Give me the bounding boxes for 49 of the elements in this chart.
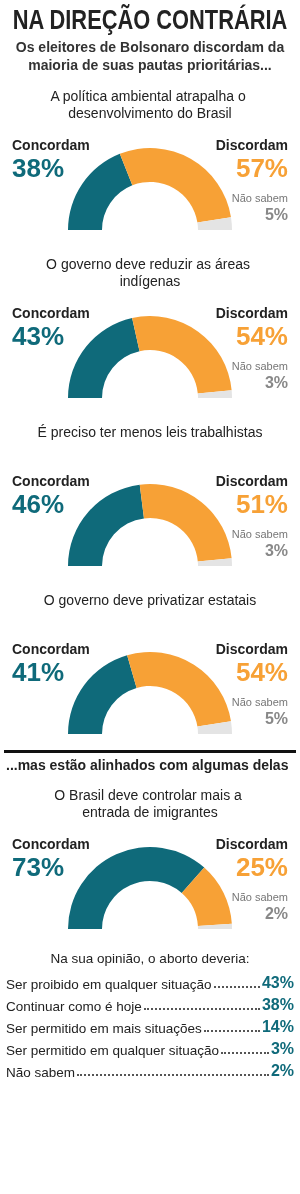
text: 38%	[261, 996, 294, 1013]
slice-label: Concordam	[12, 473, 90, 489]
chart-title: A política ambiental atrapalha o desenvolvimento do Brasil	[50, 87, 250, 121]
slice-label: Discordam	[215, 641, 288, 657]
text: 2%	[270, 1062, 294, 1079]
data-label: 3%	[264, 373, 288, 391]
slice-label: Discordam	[215, 305, 288, 321]
slice-label: Discordam	[215, 473, 288, 489]
data-label: 43%	[12, 321, 65, 351]
category-label: Ser permitido em mais situações	[6, 1021, 202, 1036]
text: Os eleitores de Bolsonaro discordam da maioria de suas pautas prioritárias...	[14, 38, 286, 74]
slice-label: Não sabem	[231, 527, 288, 540]
data-label: 5%	[264, 709, 288, 727]
data-label: 41%	[12, 657, 65, 687]
data-label: 2%	[264, 904, 288, 922]
slice-label: Concordam	[12, 137, 90, 153]
slice-label: Discordam	[215, 137, 288, 153]
chart-title: O governo deve privatizar estatais	[43, 591, 257, 608]
text: Na sua opinião, o aborto deveria:	[49, 951, 251, 966]
chart-title: O Brasil deve controlar mais a entrada de imigrantes	[54, 786, 246, 820]
data-label: 46%	[12, 489, 65, 519]
category-label: Ser permitido em qualquer situação	[6, 1043, 220, 1058]
text: 14%	[261, 1018, 294, 1035]
text: NA DIREÇÃO CONTRÁRIA	[12, 4, 288, 36]
slice-label: Concordam	[12, 305, 90, 321]
data-label: 3%	[264, 541, 288, 559]
data-label: 57%	[235, 153, 288, 183]
category-label: Não sabem	[6, 1065, 76, 1080]
category-label: Continuar como é hoje	[6, 999, 142, 1014]
data-label: 73%	[12, 852, 65, 882]
chart-title: O governo deve reduzir as áreas indígenas	[46, 255, 254, 289]
data-label: 54%	[235, 321, 288, 351]
data-label: 5%	[264, 205, 288, 223]
text: 43%	[261, 974, 294, 991]
data-label: 51%	[235, 489, 288, 519]
slice-label: Discordam	[215, 836, 288, 852]
data-label: 54%	[235, 657, 288, 687]
slice-label: Concordam	[12, 641, 90, 657]
data-label: 25%	[235, 852, 288, 882]
slice-label: Não sabem	[231, 191, 288, 204]
slice-label: Não sabem	[231, 695, 288, 708]
text: ...mas estão alinhados com algumas delas	[6, 757, 290, 773]
data-label: 38%	[12, 153, 65, 183]
slice-label: Concordam	[12, 836, 90, 852]
slice-label: Não sabem	[231, 890, 288, 903]
chart-title: É preciso ter menos leis trabalhistas	[37, 423, 263, 440]
slice-label: Não sabem	[231, 359, 288, 372]
category-label: Ser proibido em qualquer situação	[6, 977, 212, 992]
text: 3%	[270, 1040, 294, 1057]
